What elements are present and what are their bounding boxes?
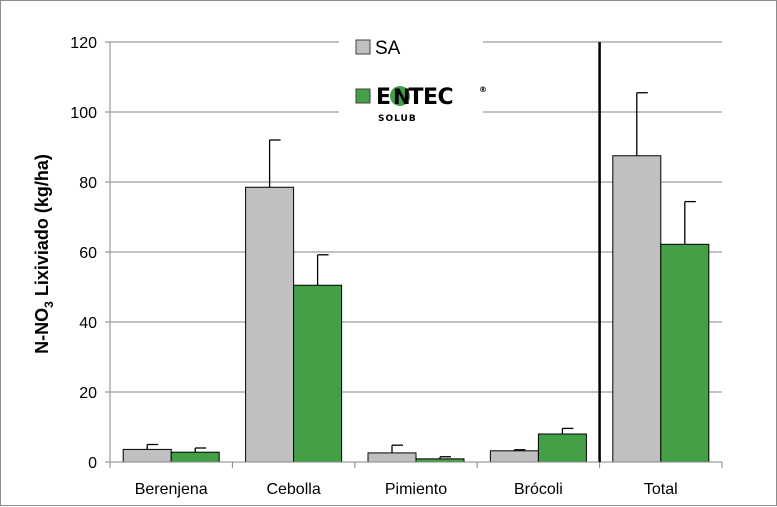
logo-letter-n-overlay: N: [393, 85, 411, 109]
bar-0-4: [612, 155, 662, 463]
y-tick-label-0: 0: [88, 455, 97, 472]
entec-solub-logo: ENTEC N ® SOLUB: [376, 85, 487, 124]
y-tick-label-60: 60: [79, 245, 97, 262]
bar-0-3: [489, 450, 539, 463]
bar-1-1: [293, 284, 343, 463]
x-tick-label-1: Cebolla: [266, 481, 320, 498]
bar-0-0: [122, 448, 172, 463]
logo-sub-text: SOLUB: [378, 114, 417, 124]
x-tick-label-3: Brócoli: [514, 481, 563, 498]
y-tick-label-80: 80: [79, 175, 97, 192]
y-tick-label-20: 20: [79, 385, 97, 402]
bar-1-0: [170, 451, 220, 463]
bar-0-1: [245, 186, 295, 463]
logo-registered-mark: ®: [479, 85, 487, 94]
logo-n-circle: [390, 86, 410, 106]
logo-letters-tec: TEC: [408, 85, 453, 110]
y-tick-label-100: 100: [70, 105, 97, 122]
legend-swatch-entec: [355, 88, 371, 104]
x-tick-label-2: Pimiento: [385, 481, 447, 498]
x-tick-label-4: Total: [644, 481, 678, 498]
logo-letter-e: E: [376, 85, 391, 110]
legend-label-sa: SA: [375, 38, 401, 59]
legend-swatch-sa: [355, 39, 371, 55]
bar-0-2: [367, 452, 417, 463]
y-axis-title: N-NO3 Lixiviado (kg/ha): [32, 154, 56, 354]
y-tick-label-40: 40: [79, 315, 97, 332]
bar-1-3: [537, 433, 587, 463]
svg-text:ENTEC: ENTEC: [376, 85, 453, 110]
bar-1-4: [660, 243, 710, 463]
x-tick-label-0: Berenjena: [135, 481, 208, 498]
y-tick-label-120: 120: [70, 35, 97, 52]
